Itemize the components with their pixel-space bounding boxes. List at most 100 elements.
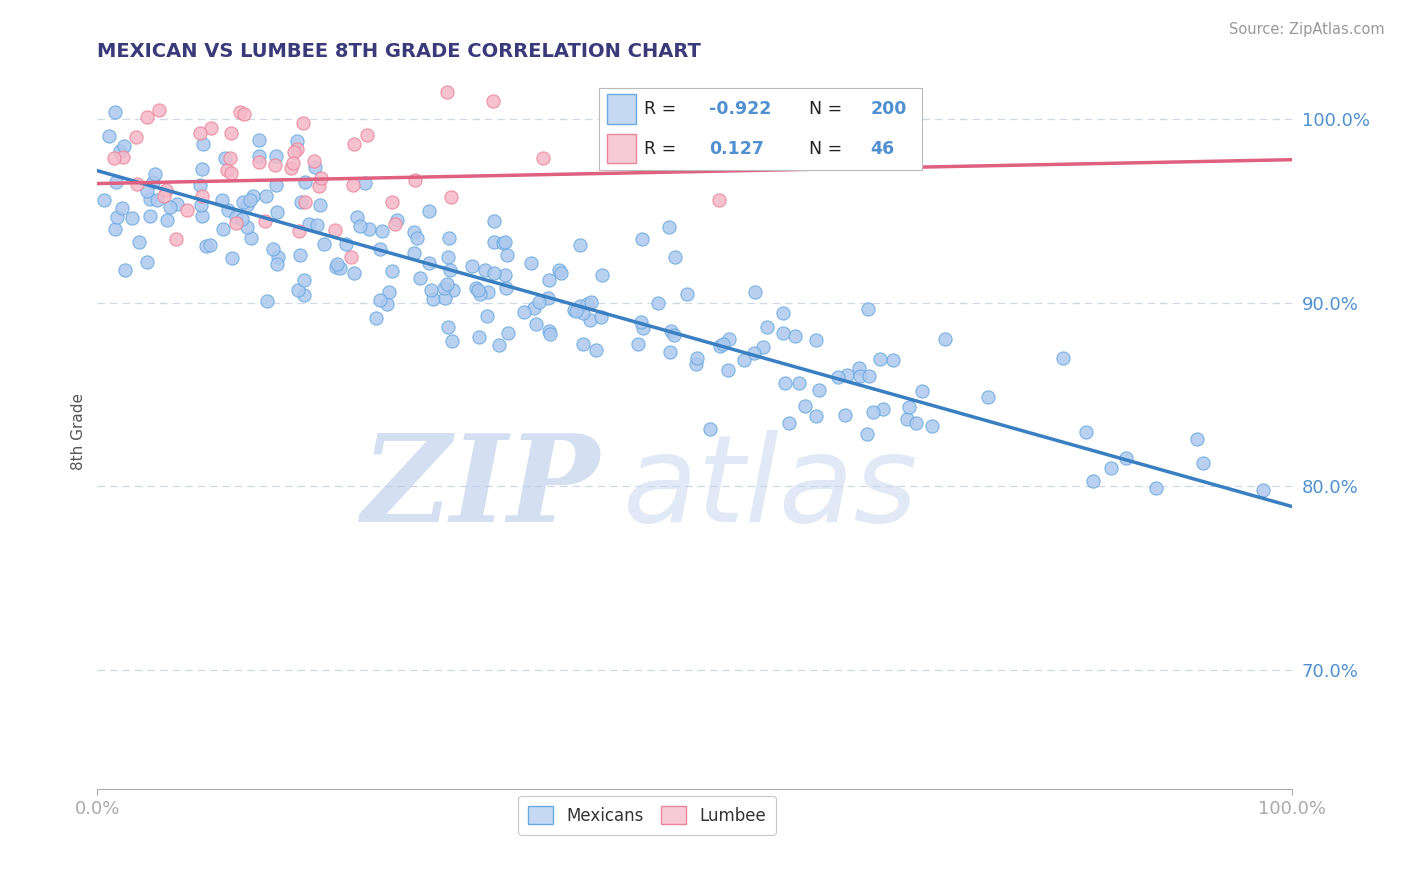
- Point: [176, 203, 198, 218]
- Point: [484, 214, 506, 228]
- Point: [402, 225, 425, 239]
- Point: [806, 333, 828, 347]
- Point: [240, 231, 263, 245]
- Point: [905, 416, 928, 430]
- Point: [290, 194, 312, 209]
- Point: [856, 427, 879, 442]
- Point: [281, 156, 304, 170]
- Point: [215, 162, 238, 177]
- Point: [287, 283, 309, 297]
- Point: [308, 178, 330, 193]
- Point: [125, 177, 148, 191]
- Point: [869, 351, 891, 366]
- Point: [717, 363, 740, 377]
- Point: [294, 194, 316, 209]
- Point: [711, 337, 734, 351]
- Point: [217, 202, 239, 217]
- Point: [346, 210, 368, 224]
- Point: [709, 193, 731, 207]
- Point: [773, 376, 796, 390]
- Point: [142, 175, 165, 189]
- Point: [477, 285, 499, 299]
- Point: [342, 178, 364, 193]
- Point: [1144, 481, 1167, 495]
- Legend: Mexicans, Lumbee: Mexicans, Lumbee: [519, 796, 776, 835]
- Point: [531, 151, 554, 165]
- Point: [264, 149, 287, 163]
- Point: [733, 352, 755, 367]
- Point: [436, 277, 458, 291]
- Point: [108, 144, 131, 158]
- Point: [538, 272, 561, 286]
- Point: [772, 306, 794, 320]
- Point: [441, 334, 464, 348]
- Point: [537, 291, 560, 305]
- Point: [93, 193, 115, 207]
- Point: [357, 222, 380, 236]
- Point: [848, 368, 870, 383]
- Point: [104, 175, 127, 189]
- Point: [233, 107, 256, 121]
- Point: [664, 328, 686, 343]
- Point: [191, 188, 214, 202]
- Point: [356, 128, 378, 143]
- Point: [340, 250, 363, 264]
- Point: [519, 256, 541, 270]
- Point: [717, 332, 740, 346]
- Point: [212, 222, 235, 236]
- Point: [219, 151, 242, 165]
- Point: [402, 246, 425, 260]
- Point: [112, 139, 135, 153]
- Point: [977, 390, 1000, 404]
- Point: [229, 105, 252, 120]
- Point: [1081, 474, 1104, 488]
- Point: [409, 271, 432, 285]
- Point: [283, 145, 305, 160]
- Point: [787, 376, 810, 390]
- Point: [135, 255, 157, 269]
- Point: [785, 329, 807, 343]
- Point: [526, 318, 548, 332]
- Point: [756, 319, 779, 334]
- Point: [114, 263, 136, 277]
- Point: [482, 266, 505, 280]
- Point: [343, 266, 366, 280]
- Point: [343, 136, 366, 151]
- Point: [155, 212, 177, 227]
- Text: ZIP: ZIP: [361, 429, 599, 548]
- Point: [827, 370, 849, 384]
- Point: [266, 204, 288, 219]
- Point: [439, 231, 461, 245]
- Point: [191, 161, 214, 176]
- Point: [291, 115, 314, 129]
- Point: [239, 193, 262, 207]
- Point: [872, 401, 894, 416]
- Point: [808, 383, 831, 397]
- Point: [139, 192, 162, 206]
- Point: [772, 326, 794, 340]
- Point: [1185, 432, 1208, 446]
- Point: [381, 264, 404, 278]
- Point: [214, 151, 236, 165]
- Point: [523, 301, 546, 316]
- Point: [1253, 483, 1275, 498]
- Point: [1052, 351, 1074, 365]
- Point: [477, 309, 499, 323]
- Point: [166, 197, 188, 211]
- Point: [232, 195, 254, 210]
- Point: [247, 154, 270, 169]
- Point: [858, 368, 880, 383]
- Point: [375, 297, 398, 311]
- Point: [436, 86, 458, 100]
- Point: [309, 171, 332, 186]
- Point: [191, 209, 214, 223]
- Point: [304, 160, 326, 174]
- Point: [146, 194, 169, 208]
- Point: [418, 203, 440, 218]
- Point: [572, 306, 595, 320]
- Point: [572, 337, 595, 351]
- Point: [420, 284, 443, 298]
- Point: [371, 224, 394, 238]
- Point: [264, 178, 287, 192]
- Point: [298, 217, 321, 231]
